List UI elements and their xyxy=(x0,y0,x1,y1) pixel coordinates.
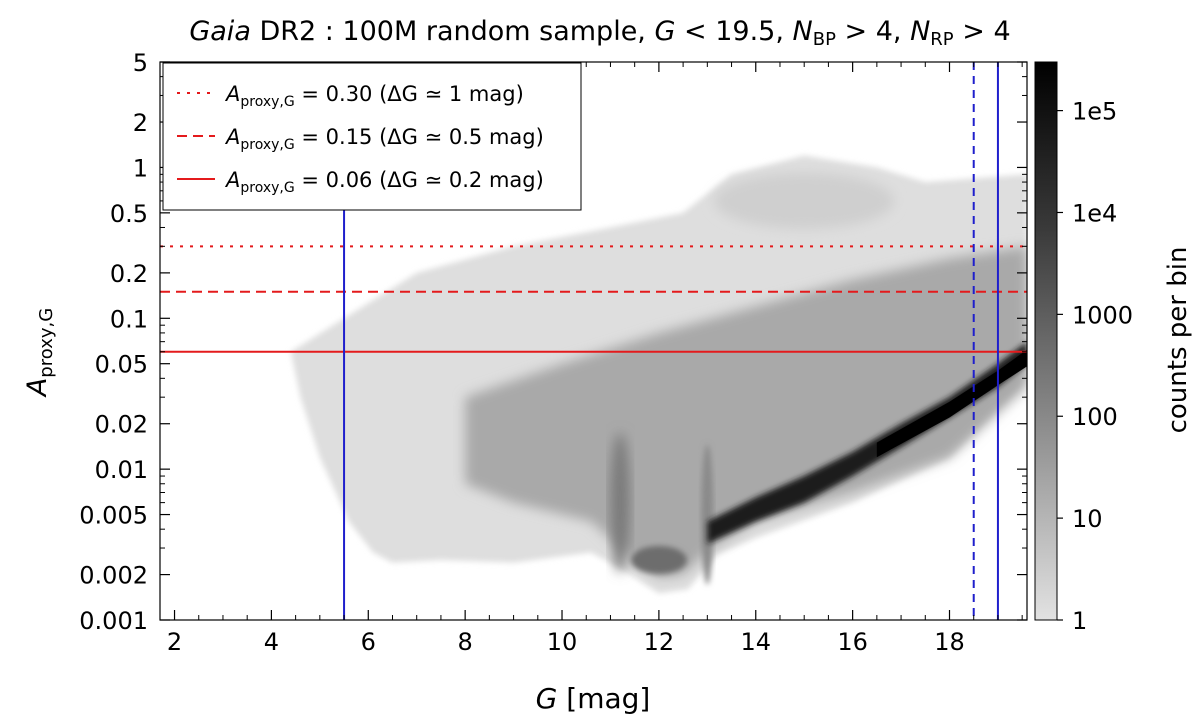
colorbar-tick-label: 1e4 xyxy=(1072,199,1117,227)
variable-star-cloud xyxy=(714,172,895,229)
colorbar-tick-label: 1000 xyxy=(1072,301,1133,329)
main-ridge-core xyxy=(876,349,1027,458)
legend-box xyxy=(162,62,582,211)
colorbar-gradient xyxy=(1034,61,1058,621)
y-tick-label: 2 xyxy=(133,109,148,137)
x-tick-label: 10 xyxy=(547,628,578,656)
y-tick-label: 0.01 xyxy=(95,456,148,484)
legend-label-solid: Aproxy,G = 0.06 (ΔG ≃ 0.2 mag) xyxy=(224,168,544,196)
plot-frame xyxy=(159,61,1028,621)
x-tick-label: 2 xyxy=(167,628,182,656)
legend-label-dotted: Aproxy,G = 0.30 (ΔG ≃ 1 mag) xyxy=(224,82,524,110)
x-tick-label: 14 xyxy=(740,628,771,656)
x-tick-label: 8 xyxy=(458,628,473,656)
colorbar: 1 10 100 1000 1e4 1e5 counts per bin xyxy=(1034,61,1193,635)
x-axis-label: G [mag] xyxy=(536,682,651,715)
density-heatmap xyxy=(290,155,1027,594)
density-mid-band xyxy=(465,246,1027,578)
colorbar-tick-label: 10 xyxy=(1072,505,1103,533)
branch-g12-floor xyxy=(630,545,687,574)
y-tick-label: 0.002 xyxy=(79,562,148,590)
colorbar-tick-label: 1e5 xyxy=(1072,98,1117,126)
x-tick-label: 16 xyxy=(837,628,868,656)
legend-label-dashed: Aproxy,G = 0.15 (ΔG ≃ 0.5 mag) xyxy=(224,125,544,153)
y-tick-label: 0.1 xyxy=(110,305,148,333)
y-tick-label: 5 xyxy=(133,49,148,77)
y-tick-label: 0.005 xyxy=(79,502,148,530)
legend: Aproxy,G = 0.30 (ΔG ≃ 1 mag) Aproxy,G = 0… xyxy=(162,62,582,211)
x-tick-label: 12 xyxy=(644,628,675,656)
x-tick-label: 6 xyxy=(361,628,376,656)
colorbar-tick-label: 100 xyxy=(1072,403,1118,431)
y-axis-label: Aproxy,G xyxy=(22,308,57,398)
main-ridge xyxy=(707,341,1027,544)
x-tick-label: 4 xyxy=(264,628,279,656)
y-tick-label: 0.05 xyxy=(95,351,148,379)
x-tick-label: 18 xyxy=(934,628,965,656)
y-tick-label: 0.001 xyxy=(79,607,148,635)
colorbar-label: counts per bin xyxy=(1163,247,1193,434)
y-tick-label: 1 xyxy=(133,154,148,182)
y-tick-label: 0.02 xyxy=(95,411,148,439)
y-tick-label: 0.2 xyxy=(110,260,148,288)
branch-g13 xyxy=(701,444,714,585)
y-tick-label: 0.5 xyxy=(110,200,148,228)
branch-g11 xyxy=(610,432,631,573)
colorbar-tick-label: 1 xyxy=(1072,607,1087,635)
chart-title: Gaia DR2 : 100M random sample, G < 19.5,… xyxy=(189,16,1010,50)
